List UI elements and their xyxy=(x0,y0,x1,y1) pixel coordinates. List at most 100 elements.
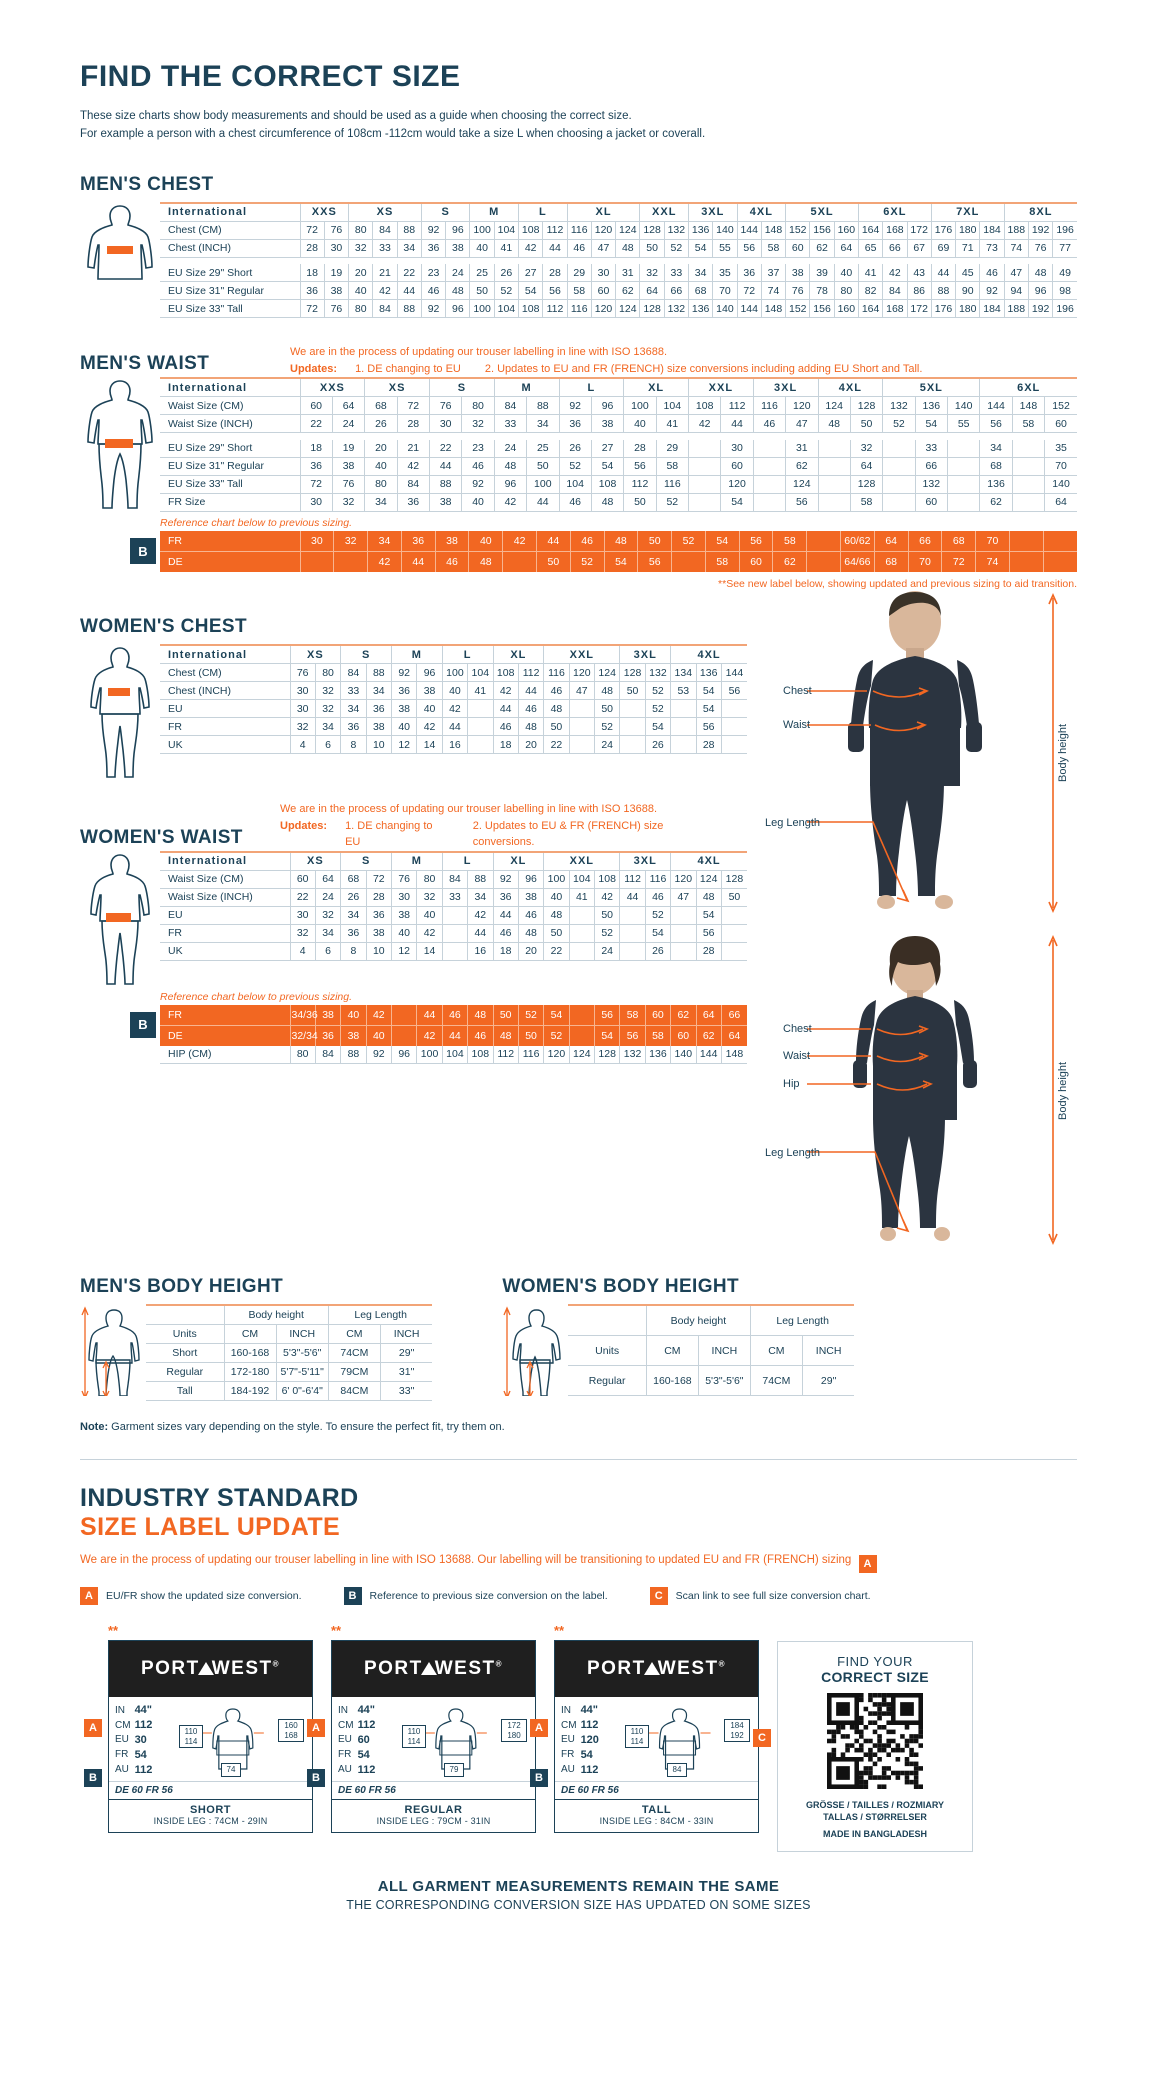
cell: 54 xyxy=(915,414,949,434)
cell xyxy=(1009,531,1044,553)
inside-leg-text: INSIDE LEG : 84CM - 33IN xyxy=(599,1816,714,1827)
cell: 52 xyxy=(494,281,520,301)
cell: 88 xyxy=(397,299,422,319)
cell: 52 xyxy=(664,239,690,258)
cell: 66 xyxy=(882,239,908,258)
cell: 100 xyxy=(416,1045,443,1064)
cell: 36 xyxy=(315,1025,342,1046)
cell: 76 xyxy=(391,870,418,889)
label-badge-a: A xyxy=(530,1719,548,1738)
label-badge-b: B xyxy=(307,1769,325,1788)
cell: 80 xyxy=(315,663,342,683)
cell: 50 xyxy=(543,924,570,943)
cell: 14 xyxy=(416,735,443,755)
size-code-value: 44" xyxy=(580,1704,599,1717)
cell: 76 xyxy=(1028,239,1054,258)
cell: 62 xyxy=(696,1025,722,1046)
cell: 104 xyxy=(494,299,520,319)
qr-code-image[interactable] xyxy=(827,1693,923,1790)
mens-height-figure xyxy=(80,1304,146,1401)
section-title-womens-chest: WOMEN'S CHEST xyxy=(80,616,247,638)
cell: 38 xyxy=(445,239,471,258)
wbh-tbody: Body height Leg Length Units CM INCH CM INCH Re… xyxy=(568,1304,855,1397)
cell: 136 xyxy=(688,221,714,240)
label-hip: Hip xyxy=(783,1078,800,1090)
size-code-key: EU xyxy=(115,1734,129,1746)
cell: 28 xyxy=(300,239,325,258)
row-label: Regular xyxy=(146,1362,225,1383)
update-1: 1. DE changing to EU xyxy=(345,819,433,849)
cell: 40 xyxy=(461,493,495,512)
cell xyxy=(569,906,596,925)
label-leg-length: Leg Length xyxy=(765,817,820,829)
label-body-height: Body height xyxy=(1057,724,1069,782)
cell: 44 xyxy=(429,457,463,476)
cell: 56 xyxy=(623,457,657,476)
cell: 42 xyxy=(416,924,443,943)
size-group: L xyxy=(442,850,494,871)
size-group: 4XL xyxy=(737,201,787,222)
row-label: EU xyxy=(160,699,291,719)
cell: 42 xyxy=(366,1004,393,1026)
table-row: EU Size 29" Short 18 19 20 21 22 23 24 25 26 27 28 2… xyxy=(160,264,1077,283)
table-row: FR 32 34 36 38 40 42 44 46 48 50 52 54 56 xyxy=(160,924,747,943)
cell: 56 xyxy=(696,717,722,737)
cell: 19 xyxy=(332,439,366,458)
cell: 136 xyxy=(696,663,722,683)
cell xyxy=(670,717,697,737)
fit-name: REGULAR xyxy=(404,1804,463,1817)
cell: 36 xyxy=(401,531,436,553)
male-height-icon xyxy=(81,1306,140,1397)
cell: 36 xyxy=(300,457,333,476)
cell: 48 xyxy=(615,239,641,258)
cell: 100 xyxy=(469,299,495,319)
cell: 22 xyxy=(429,439,463,458)
cell: 48 xyxy=(518,924,545,943)
cell: 40 xyxy=(623,414,657,434)
size-code-value: 44" xyxy=(134,1704,153,1717)
page-title: FIND THE CORRECT SIZE xyxy=(80,60,461,93)
cell: 140 xyxy=(712,299,738,319)
cell: 58 xyxy=(761,239,787,258)
cell: 26 xyxy=(340,888,367,907)
cell: 36 xyxy=(366,699,393,719)
row-label: Regular xyxy=(568,1365,647,1397)
cell: 62 xyxy=(809,239,835,258)
qr-card[interactable]: FIND YOUR CORRECT SIZE GRÖSSE / TAILLES / … xyxy=(777,1641,973,1853)
cell: 84 xyxy=(494,396,528,416)
cell: 112 xyxy=(720,396,754,416)
cell: 58 xyxy=(1012,414,1046,434)
cell: 172-180 xyxy=(224,1362,277,1383)
cell: 22 xyxy=(543,942,570,961)
cell xyxy=(670,924,697,943)
row-label: FR xyxy=(160,1004,291,1026)
size-group: 6XL xyxy=(979,377,1077,398)
cell: 26 xyxy=(645,942,672,961)
cell xyxy=(947,457,981,476)
table-header-row: International XXS XS S M L XL XXL 3XL 4X… xyxy=(160,201,1077,222)
cell: 18 xyxy=(300,264,325,283)
table-header-row: International XXS XS S M L XL XXL 3XL 4X… xyxy=(160,377,1077,398)
cell: 100 xyxy=(526,475,560,494)
row-label: International xyxy=(160,377,301,398)
cell: 42 xyxy=(442,699,469,719)
cell: 92 xyxy=(979,281,1005,301)
cell: 4 xyxy=(290,942,316,961)
qr-languages-1: GRÖSSE / TAILLES / ROZMIARY xyxy=(805,1800,944,1811)
cell: 108 xyxy=(594,870,621,889)
cell: 36 xyxy=(300,281,325,301)
size-group: XS xyxy=(348,201,422,222)
size-code-row: EU 60 xyxy=(338,1733,379,1748)
cell: 160-168 xyxy=(646,1365,699,1397)
table-row: HIP (CM) 80 84 88 92 96 100 104 108 112 116 120 124 1… xyxy=(160,1045,747,1064)
cell: 160-168 xyxy=(224,1343,277,1364)
mens-waist-ref-block: B Reference chart below to previous sizi… xyxy=(80,512,1077,590)
cell: 56 xyxy=(739,531,774,553)
mens-waist-table: International XXS XS S M L XL XXL 3XL 4X… xyxy=(160,377,1077,512)
size-group: 4XL xyxy=(670,850,747,871)
cell: 50 xyxy=(518,1025,545,1046)
cell: 80 xyxy=(416,870,443,889)
cell: 88 xyxy=(366,663,393,683)
cell: 40 xyxy=(366,1025,393,1046)
cell: 192 xyxy=(1028,299,1054,319)
